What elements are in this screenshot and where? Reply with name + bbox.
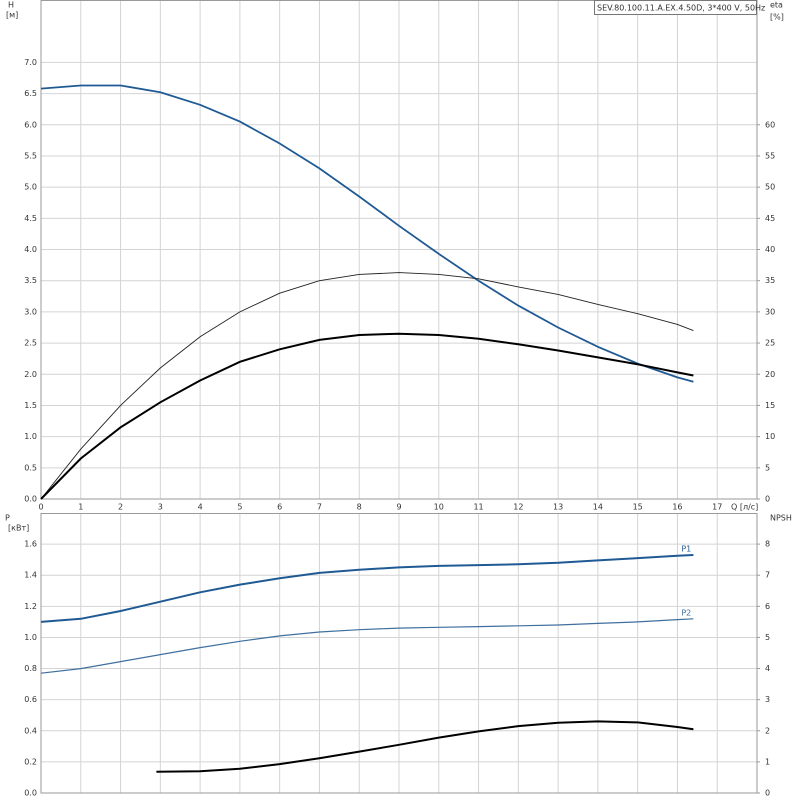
y2-tick-label: 10 (765, 432, 775, 441)
y2-tick-label: 50 (765, 183, 775, 192)
x-tick-label: 10 (434, 503, 444, 512)
y2-tick-label: 6 (765, 602, 770, 611)
y2-tick-label: 55 (765, 151, 775, 160)
y2-tick-label: 40 (765, 245, 775, 254)
y-tick-label: 3.5 (24, 276, 37, 285)
y-tick-label: 1.0 (24, 633, 37, 642)
y2-axis-label: eta (770, 1, 783, 10)
x-tick-label: 8 (357, 503, 362, 512)
y-tick-label: 5.0 (24, 183, 37, 192)
y-tick-label: 5.5 (24, 151, 37, 160)
y-tick-label: 2.5 (24, 339, 37, 348)
y2-tick-label: 4 (765, 664, 770, 673)
y2-axis-unit: [%] (770, 13, 784, 22)
x-tick-label: 5 (237, 503, 242, 512)
y-tick-label: 7.0 (24, 58, 37, 67)
x-tick-label: 6 (277, 503, 282, 512)
plot-frame (40, 0, 758, 500)
plot-frame (40, 513, 758, 794)
y-tick-label: 1.6 (24, 540, 37, 549)
y2-tick-label: 15 (765, 401, 775, 410)
x-tick-label: 9 (396, 503, 401, 512)
y2-tick-label: 1 (765, 757, 770, 766)
series-label: P2 (681, 608, 691, 617)
title-box (594, 0, 757, 15)
y-axis-label: H (8, 1, 14, 10)
x-tick-label: 13 (553, 503, 563, 512)
series-label: P1 (681, 545, 691, 554)
y-tick-label: 4.0 (24, 245, 37, 254)
curve (156, 720, 694, 773)
y-tick-label: 4.5 (24, 214, 37, 223)
y2-tick-label: 25 (765, 339, 775, 348)
curve (40, 84, 694, 383)
curve (40, 618, 694, 674)
y-tick-label: 1.4 (24, 571, 37, 580)
y-tick-label: 1.0 (24, 432, 37, 441)
y-tick-label: 0.8 (24, 664, 37, 673)
y2-tick-label: 2 (765, 726, 770, 735)
y-axis-unit: [кВт] (8, 524, 29, 533)
x-tick-label: 16 (672, 503, 682, 512)
y2-tick-label: 30 (765, 307, 775, 316)
y-tick-label: 0.6 (24, 695, 37, 704)
y-axis-label: P (5, 514, 10, 523)
y-tick-label: 0.4 (24, 726, 37, 735)
x-tick-label: 4 (198, 503, 203, 512)
curve (40, 332, 694, 500)
y2-tick-label: 3 (765, 695, 770, 704)
y-tick-label: 1.5 (24, 401, 37, 410)
y2-tick-label: 0 (765, 495, 770, 504)
y2-tick-label: 5 (765, 463, 770, 472)
x-tick-label: 1 (78, 503, 83, 512)
y-tick-label: 0.5 (24, 463, 37, 472)
y-tick-label: 0.0 (24, 789, 37, 798)
curve (40, 272, 694, 500)
x-tick-label: 0 (38, 503, 43, 512)
y-tick-label: 0.0 (24, 495, 37, 504)
y-tick-label: 0.2 (24, 757, 37, 766)
y2-tick-label: 60 (765, 120, 775, 129)
x-tick-label: 7 (317, 503, 322, 512)
chart-title: SEV.80.100.11.A.EX.4.50D, 3*400 V, 50Hz (597, 4, 765, 13)
y2-tick-label: 5 (765, 633, 770, 642)
y2-tick-label: 45 (765, 214, 775, 223)
y2-tick-label: 20 (765, 370, 775, 379)
y-tick-label: 2.0 (24, 370, 37, 379)
y-tick-label: 6.5 (24, 89, 37, 98)
x-tick-label: 14 (593, 503, 603, 512)
y-tick-label: 1.2 (24, 602, 37, 611)
y2-axis-label: NPSH (770, 514, 792, 523)
x-tick-label: 11 (473, 503, 483, 512)
y2-tick-label: 0 (765, 789, 770, 798)
y2-tick-label: 8 (765, 540, 770, 549)
curve (40, 554, 694, 623)
y-axis-unit: [м] (6, 11, 18, 20)
y-tick-label: 3.0 (24, 307, 37, 316)
x-tick-label: 2 (118, 503, 123, 512)
y2-tick-label: 35 (765, 276, 775, 285)
y-tick-label: 6.0 (24, 120, 37, 129)
x-tick-label: 17 (712, 503, 722, 512)
x-axis-label: Q [л/с] (731, 503, 758, 512)
x-tick-label: 3 (158, 503, 163, 512)
x-tick-label: 12 (513, 503, 523, 512)
x-tick-label: 15 (633, 503, 643, 512)
y2-tick-label: 7 (765, 571, 770, 580)
